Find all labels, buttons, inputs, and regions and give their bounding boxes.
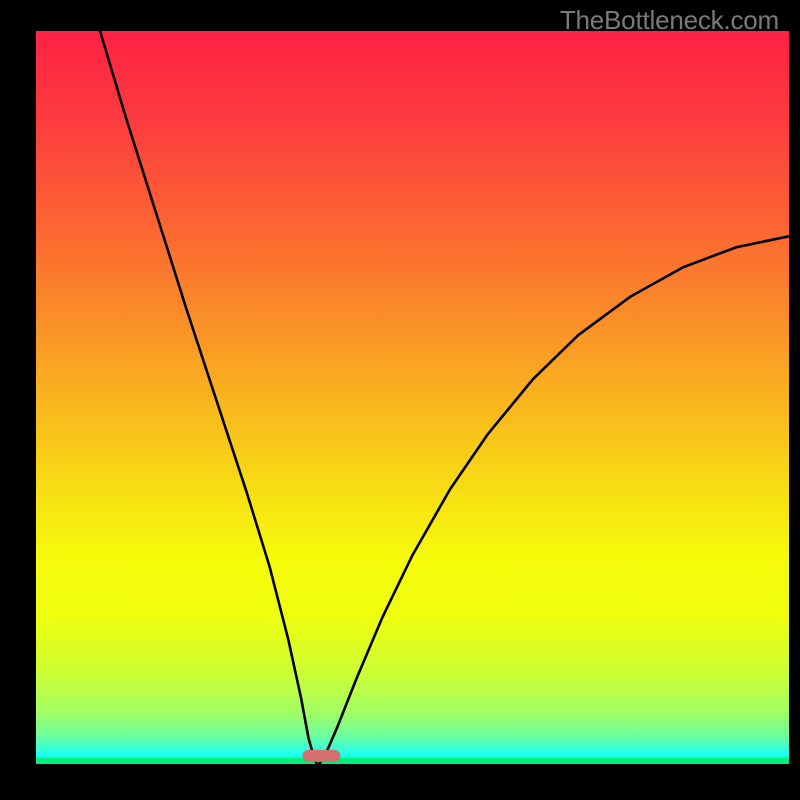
gradient-background xyxy=(36,31,789,764)
chart-svg xyxy=(36,31,789,764)
baseline-band xyxy=(36,758,789,764)
watermark-text: TheBottleneck.com xyxy=(560,5,779,36)
chart-area xyxy=(36,31,789,764)
optimum-marker xyxy=(302,750,340,762)
